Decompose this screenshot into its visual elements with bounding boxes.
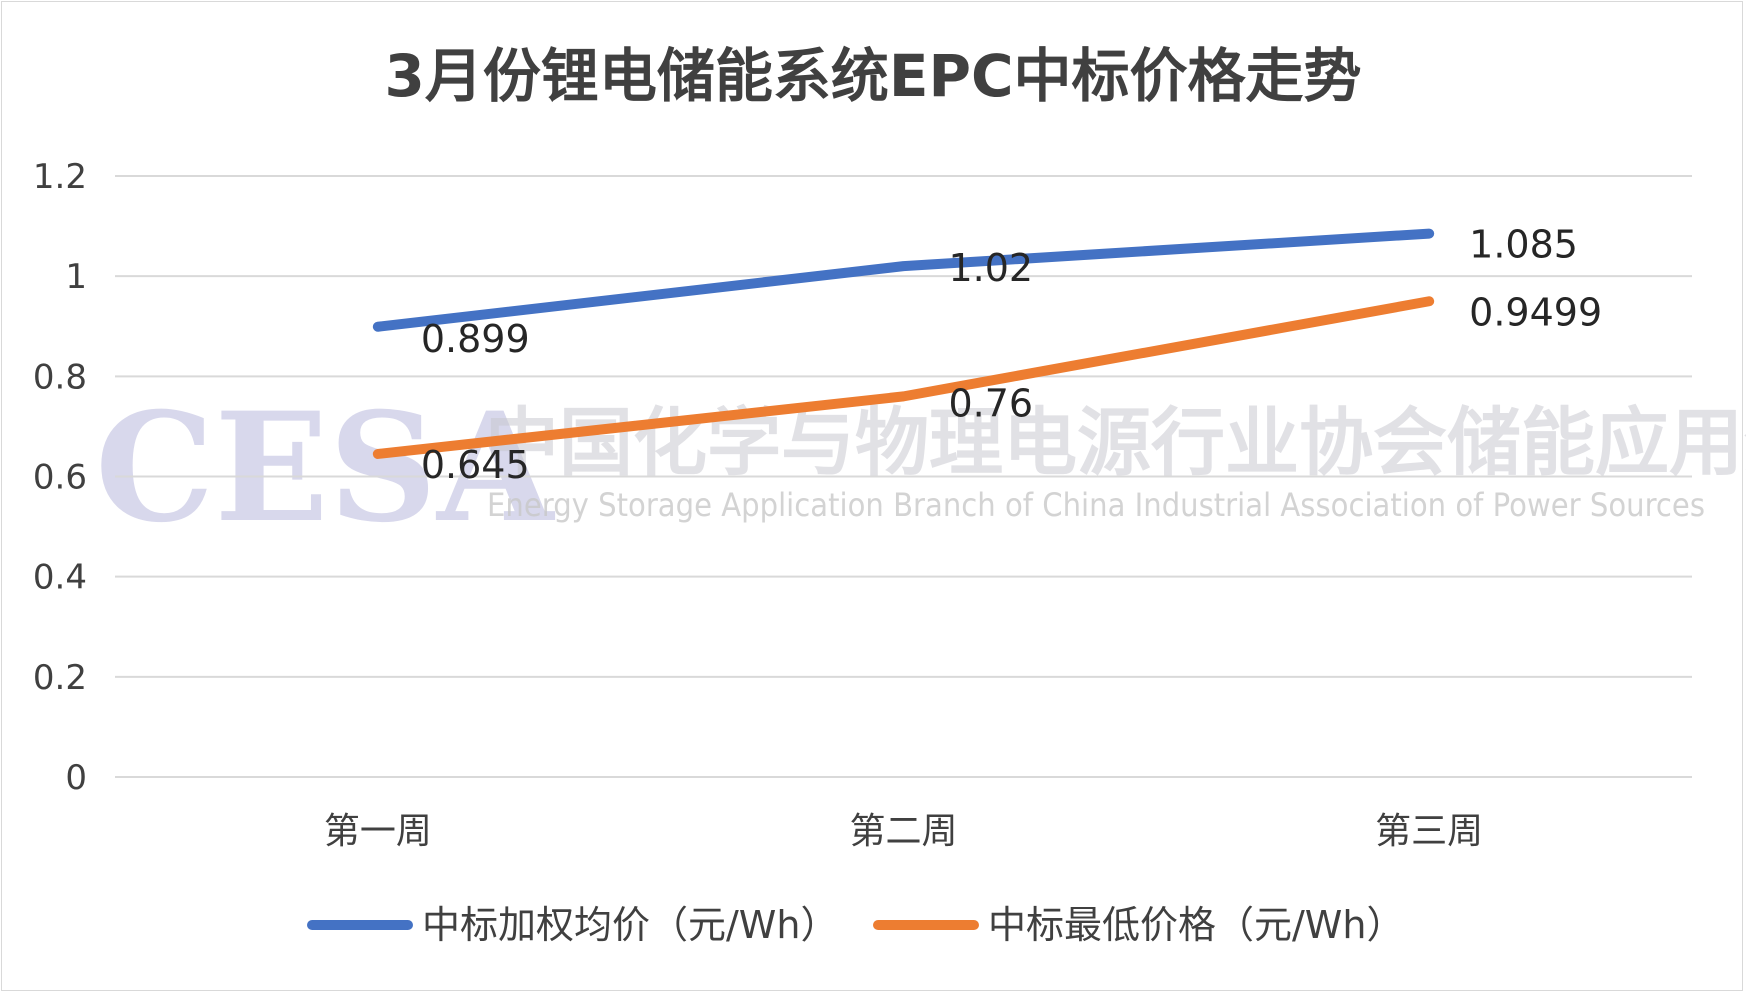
watermark-logo-text: CESA <box>95 380 556 556</box>
series-line-1 <box>372 296 1435 459</box>
chart-title: 3月份锂电储能系统EPC中标价格走势 <box>384 42 1361 110</box>
series-lines <box>372 228 1435 459</box>
y-axis-ticks: 0 0.2 0.4 0.6 0.8 1 1.2 <box>33 157 87 798</box>
data-label: 0.645 <box>421 443 530 487</box>
legend: 中标加权均价（元/Wh） 中标最低价格（元/Wh） <box>307 903 1404 947</box>
data-label: 0.76 <box>949 381 1034 425</box>
x-category-label: 第一周 <box>324 811 432 852</box>
y-tick-label: 0.6 <box>33 458 87 498</box>
y-tick-label: 1 <box>65 257 87 297</box>
legend-label-weighted-average: 中标加权均价（元/Wh） <box>422 903 838 947</box>
y-tick-label: 1.2 <box>33 157 87 197</box>
watermark-name-cn: 中国化学与物理电源行业协会储能应用分会 <box>485 400 1746 486</box>
watermark-logo: CESA <box>95 380 556 556</box>
y-tick-label: 0.4 <box>33 558 87 598</box>
series-line-0 <box>372 228 1435 332</box>
x-category-label: 第二周 <box>849 811 957 852</box>
legend-label-lowest-price: 中标最低价格（元/Wh） <box>988 903 1404 947</box>
gridlines <box>115 175 1692 778</box>
y-tick-label: 0 <box>65 758 87 798</box>
watermark: CESA 中国化学与物理电源行业协会储能应用分会 Energy Storage … <box>95 380 1746 556</box>
x-category-label: 第三周 <box>1375 811 1483 852</box>
y-tick-label: 0.8 <box>33 357 87 397</box>
data-label: 0.9499 <box>1469 290 1602 334</box>
data-labels: 0.899 1.02 1.085 0.645 0.76 0.9499 <box>421 223 1602 487</box>
watermark-name-en: Energy Storage Application Branch of Chi… <box>487 486 1705 524</box>
x-axis-categories: 第一周 第二周 第三周 <box>324 811 1483 852</box>
data-label: 1.085 <box>1469 223 1578 267</box>
data-label: 0.899 <box>421 317 530 361</box>
data-label: 1.02 <box>949 246 1034 290</box>
y-tick-label: 0.2 <box>33 658 87 698</box>
